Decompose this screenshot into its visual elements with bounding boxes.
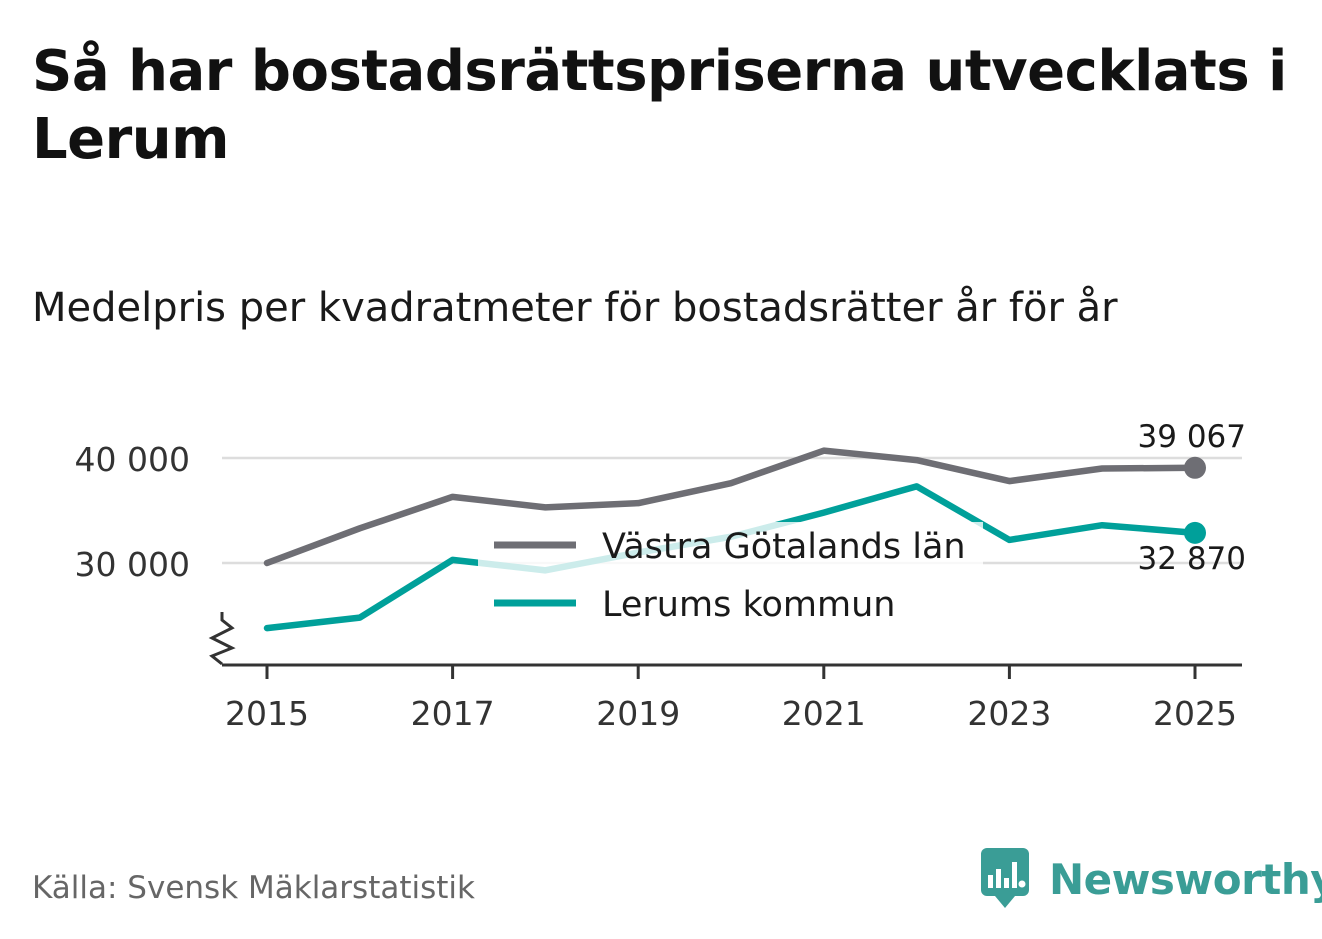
newsworthy-logo-icon: [981, 848, 1029, 908]
legend-label: Västra Götalands län: [602, 527, 966, 567]
axis-break-icon: [208, 612, 236, 666]
x-tick-label: 2015: [225, 694, 309, 733]
source-note: Källa: Svensk Mäklarstatistik: [32, 870, 475, 906]
chart-title: Så har bostadsrättspriserna utvecklats i…: [32, 39, 1287, 172]
end-value-label: 32 870: [1138, 541, 1246, 577]
x-tick-label: 2017: [411, 694, 495, 733]
x-tick-label: 2019: [596, 694, 680, 733]
end-value-label: 39 067: [1138, 419, 1246, 455]
end-point-marker: [1184, 521, 1206, 544]
x-tick-label: 2025: [1153, 694, 1237, 733]
newsworthy-logo: Newsworthy: [981, 848, 1322, 910]
chart-subtitle: Medelpris per kvadratmeter för bostadsrä…: [32, 285, 1118, 331]
x-tick-label: 2021: [782, 694, 866, 733]
legend-label: Lerums kommun: [602, 585, 895, 625]
y-tick-label: 40 000: [75, 440, 190, 479]
y-tick-label: 30 000: [75, 545, 190, 584]
x-tick-label: 2023: [967, 694, 1051, 733]
series-line: [263, 447, 1199, 567]
logo-text: Newsworthy: [1049, 854, 1322, 904]
legend-background: [478, 522, 983, 630]
end-point-marker: [1184, 456, 1206, 479]
